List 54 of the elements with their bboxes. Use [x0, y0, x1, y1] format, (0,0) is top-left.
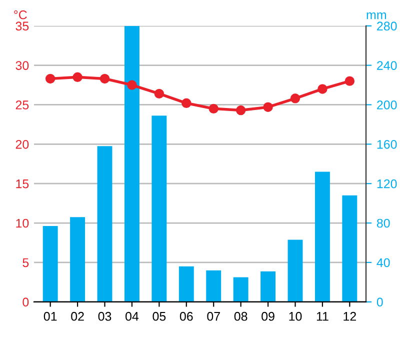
bar — [342, 195, 358, 302]
x-tick-label: 07 — [207, 312, 220, 321]
bar — [42, 226, 58, 302]
point — [263, 102, 273, 112]
y-tick-label: 10 — [16, 218, 29, 228]
x-tick-label: 09 — [262, 312, 274, 321]
x-tick-label: 02 — [71, 312, 84, 321]
point — [154, 88, 164, 99]
bar — [152, 116, 167, 302]
x-tick-label: 04 — [126, 312, 139, 321]
y-tick-label: 0 — [22, 298, 29, 307]
bar — [206, 270, 222, 302]
x-tick-label: 05 — [152, 312, 166, 321]
y2-tick-label: 160 — [377, 140, 397, 149]
bar — [260, 271, 276, 302]
point — [182, 98, 192, 108]
y-tick-label: 5 — [22, 258, 29, 268]
point — [100, 74, 110, 84]
y-tick-label: 20 — [16, 140, 29, 149]
y2-tick-label: 120 — [377, 179, 397, 188]
y-tick-label: 30 — [16, 61, 29, 70]
x-tick-label: 01 — [44, 312, 57, 321]
bar — [70, 217, 86, 302]
bar — [124, 26, 140, 302]
y2-tick-label: 80 — [376, 218, 390, 228]
x-tick-label: 12 — [344, 312, 356, 321]
x-tick-label: 06 — [180, 312, 193, 321]
x-tick-label: 10 — [289, 312, 302, 321]
point — [127, 80, 137, 90]
point — [318, 84, 328, 94]
y2-tick-label: 0 — [376, 298, 383, 307]
y2-axis-title: mm — [366, 12, 386, 20]
x-tick-label: 08 — [234, 312, 248, 321]
bar — [178, 266, 194, 302]
y2-tick-label: 40 — [376, 258, 390, 268]
bar — [314, 172, 330, 302]
point — [344, 76, 355, 86]
y-tick-label: 25 — [16, 100, 29, 110]
y-axis-title: °C — [14, 10, 27, 20]
point — [208, 104, 218, 114]
point — [72, 72, 82, 82]
point — [290, 94, 300, 104]
y2-tick-label: 280 — [377, 22, 397, 31]
bar — [288, 240, 303, 302]
y2-tick-label: 240 — [377, 61, 397, 70]
bar — [233, 277, 248, 302]
x-tick-label: 03 — [98, 312, 112, 321]
point — [45, 74, 56, 84]
y-tick-label: 35 — [16, 22, 29, 31]
bar — [97, 146, 112, 302]
y2-tick-label: 200 — [377, 100, 397, 110]
x-tick-label: 11 — [316, 312, 328, 321]
y-tick-label: 15 — [16, 180, 29, 188]
point — [236, 105, 246, 116]
